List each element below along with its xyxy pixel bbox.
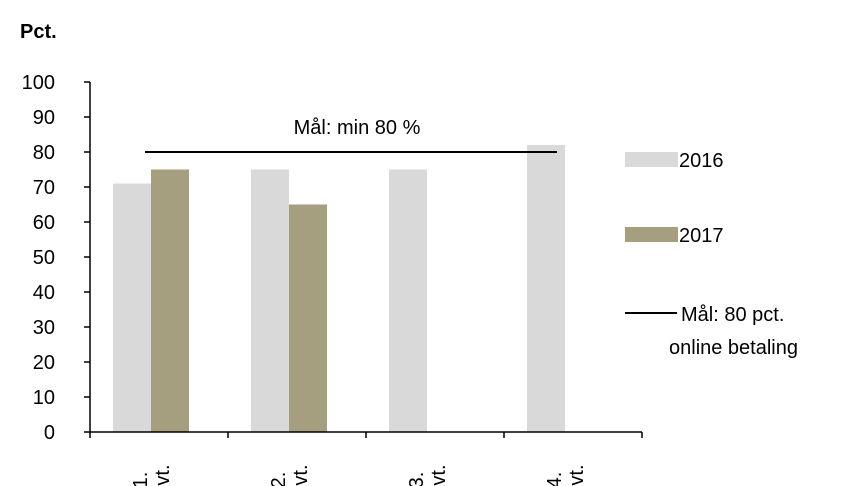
x-tick-label-line: 2.: [268, 472, 290, 486]
legend-swatch-2017: [625, 227, 678, 242]
y-tick-label: 0: [44, 422, 55, 444]
y-tick-label: 50: [33, 247, 55, 269]
bar-2017-2: [289, 204, 327, 432]
legend-swatch-2016: [625, 152, 678, 167]
y-tick-label: 40: [33, 282, 55, 304]
bar-2016-3: [389, 169, 427, 432]
x-axis-labels: 1. kvt. 2. kvt. 3. kvt. 4. kvt.: [130, 464, 588, 486]
target-annotation: Mål: min 80 %: [294, 117, 421, 139]
y-axis-ticks: 0 10 20 30 40 50 60 70 80 90 100: [22, 72, 90, 444]
x-tick-label-2: 2. kvt.: [268, 464, 312, 486]
x-tick-label-line: kvt.: [290, 464, 312, 486]
axes: [89, 82, 643, 438]
x-tick-label-line: kvt.: [566, 464, 588, 486]
x-tick-label-4: 4. kvt.: [544, 464, 588, 486]
target-line-group: Mål: min 80 %: [145, 117, 557, 153]
x-tick-label-3: 3. kvt.: [406, 464, 450, 486]
legend-label-target: Mål: 80 pct.: [681, 304, 784, 326]
x-tick-label-line: 4.: [544, 472, 566, 486]
bars: [113, 145, 565, 432]
y-tick-label: 90: [33, 107, 55, 129]
x-tick-label-line: kvt.: [152, 464, 174, 486]
bar-2017-1: [151, 169, 189, 432]
bar-2016-2: [251, 169, 289, 432]
y-tick-label: 60: [33, 212, 55, 234]
x-tick-label-line: 1.: [130, 472, 152, 486]
legend-label-2017: 2017: [679, 225, 724, 247]
x-tick-label-line: 3.: [406, 472, 428, 486]
bar-2016-1: [113, 183, 151, 432]
y-tick-label: 70: [33, 177, 55, 199]
y-tick-label: 80: [33, 142, 55, 164]
y-tick-label: 30: [33, 317, 55, 339]
y-tick-label: 20: [33, 352, 55, 374]
y-tick-label: 100: [22, 72, 55, 94]
y-tick-label: 10: [33, 387, 55, 409]
y-axis-title: Pct.: [20, 21, 57, 43]
legend-label-target-line2: online betaling: [669, 337, 798, 359]
x-tick-label-line: kvt.: [428, 464, 450, 486]
bar-2016-4: [527, 145, 565, 432]
legend: 2016 2017 Mål: 80 pct. online betaling: [625, 150, 798, 359]
x-tick-label-1: 1. kvt.: [130, 464, 174, 486]
legend-label-2016: 2016: [679, 150, 724, 172]
